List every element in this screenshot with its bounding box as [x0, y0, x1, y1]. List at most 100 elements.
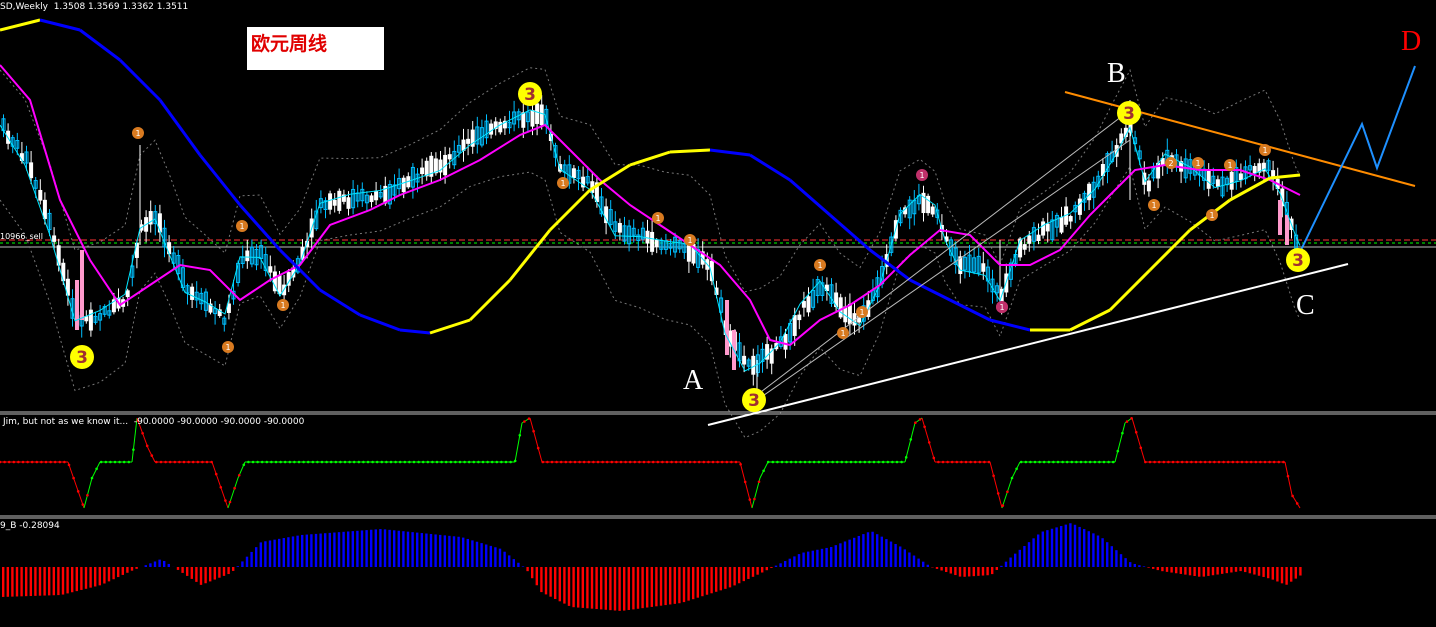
- ma-slow-segment: [1110, 270, 1150, 310]
- osc1-dot: [1121, 432, 1124, 435]
- histogram-bar: [756, 567, 758, 575]
- osc1-dot: [652, 461, 655, 464]
- histogram-bar: [16, 567, 18, 596]
- candle-body: [338, 191, 341, 210]
- histogram-bar: [807, 552, 809, 567]
- histogram-bar: [186, 567, 188, 576]
- osc1-dot: [279, 461, 282, 464]
- histogram-bar: [1115, 550, 1117, 567]
- osc1-dot: [739, 463, 742, 466]
- histogram-bar: [416, 533, 418, 567]
- histogram-bar: [384, 529, 386, 567]
- osc1-dot: [1043, 461, 1046, 464]
- osc1-dot: [565, 461, 568, 464]
- histogram-bar: [1262, 567, 1264, 577]
- histogram-bar: [250, 552, 252, 567]
- osc1-dot: [997, 492, 1000, 495]
- osc1-dot: [275, 461, 278, 464]
- histogram-bar: [471, 540, 473, 567]
- histogram-bar: [738, 567, 740, 583]
- candle-body: [448, 155, 451, 159]
- candle-body: [30, 163, 33, 178]
- histogram-bar: [370, 530, 372, 567]
- osc1-dot: [716, 461, 719, 464]
- histogram-bar: [200, 567, 202, 585]
- candle-body: [375, 191, 378, 200]
- osc1-dot: [13, 461, 16, 464]
- osc1-dot: [261, 461, 264, 464]
- osc1-dot: [758, 480, 761, 483]
- histogram-bar: [467, 539, 469, 567]
- histogram-bar: [1097, 536, 1099, 567]
- histogram-bar: [1042, 532, 1044, 567]
- osc1-dot: [703, 461, 706, 464]
- osc1-dot: [187, 461, 190, 464]
- osc1-dot: [1227, 461, 1230, 464]
- osc1-dot: [1061, 461, 1064, 464]
- osc1-dot: [0, 461, 1, 464]
- osc1-dot: [1278, 461, 1281, 464]
- osc1-dot: [1176, 461, 1179, 464]
- histogram-bar: [195, 567, 197, 582]
- histogram-bar: [991, 567, 993, 574]
- osc1-dot: [1241, 461, 1244, 464]
- histogram-bar: [503, 552, 505, 567]
- osc1-dot: [859, 461, 862, 464]
- histogram-bar: [582, 567, 584, 608]
- candle-body: [743, 356, 746, 364]
- histogram-bar: [1175, 567, 1177, 573]
- candle-body: [646, 231, 649, 243]
- osc1-segment: [68, 462, 84, 508]
- histogram-bar: [1285, 567, 1287, 585]
- osc1-dot: [316, 461, 319, 464]
- histogram-bar: [287, 537, 289, 567]
- candle-body: [1230, 172, 1233, 189]
- osc1-dot: [822, 461, 825, 464]
- osc1-dot: [528, 417, 531, 420]
- histogram-bar: [839, 543, 841, 567]
- histogram-bar: [733, 567, 735, 585]
- histogram-bar: [522, 566, 524, 567]
- osc1-dot: [289, 461, 292, 464]
- candle-body: [752, 356, 755, 374]
- histogram-bar: [692, 567, 694, 599]
- histogram-bar: [448, 536, 450, 567]
- osc1-dot: [992, 475, 995, 478]
- osc1-dot: [252, 461, 255, 464]
- osc1-dot: [450, 461, 453, 464]
- histogram-bar: [214, 567, 216, 580]
- histogram-bar: [1120, 554, 1122, 567]
- osc1-dot: [772, 461, 775, 464]
- osc1-dot: [1273, 461, 1276, 464]
- histogram-bar: [894, 544, 896, 567]
- histogram-bar: [982, 567, 984, 576]
- osc1-dot: [376, 461, 379, 464]
- bollinger-lower: [0, 167, 1300, 438]
- osc1-dot: [321, 461, 324, 464]
- osc1-dot: [201, 461, 204, 464]
- count-marker-text: 1: [817, 261, 822, 270]
- histogram-bar: [296, 536, 298, 567]
- osc1-dot: [325, 461, 328, 464]
- ma-slow-segment: [470, 280, 510, 320]
- histogram-bar: [269, 540, 271, 567]
- annotation-title: 欧元周线: [251, 29, 327, 56]
- osc1-dot: [721, 461, 724, 464]
- osc1-segment: [990, 462, 1002, 508]
- osc1-dot: [1002, 504, 1005, 507]
- osc1-dot: [1167, 461, 1170, 464]
- osc1-dot: [1163, 461, 1166, 464]
- osc1-segment: [515, 423, 522, 462]
- osc1-dot: [358, 461, 361, 464]
- histogram-bar: [784, 561, 786, 567]
- wave-label-b: B: [1107, 58, 1126, 90]
- candle-body: [931, 207, 934, 214]
- osc1-dot: [381, 461, 384, 464]
- candle-body: [1028, 236, 1031, 243]
- osc1-dot: [680, 461, 683, 464]
- histogram-bar: [1037, 535, 1039, 568]
- histogram-bar: [517, 563, 519, 567]
- candle-body: [227, 304, 230, 312]
